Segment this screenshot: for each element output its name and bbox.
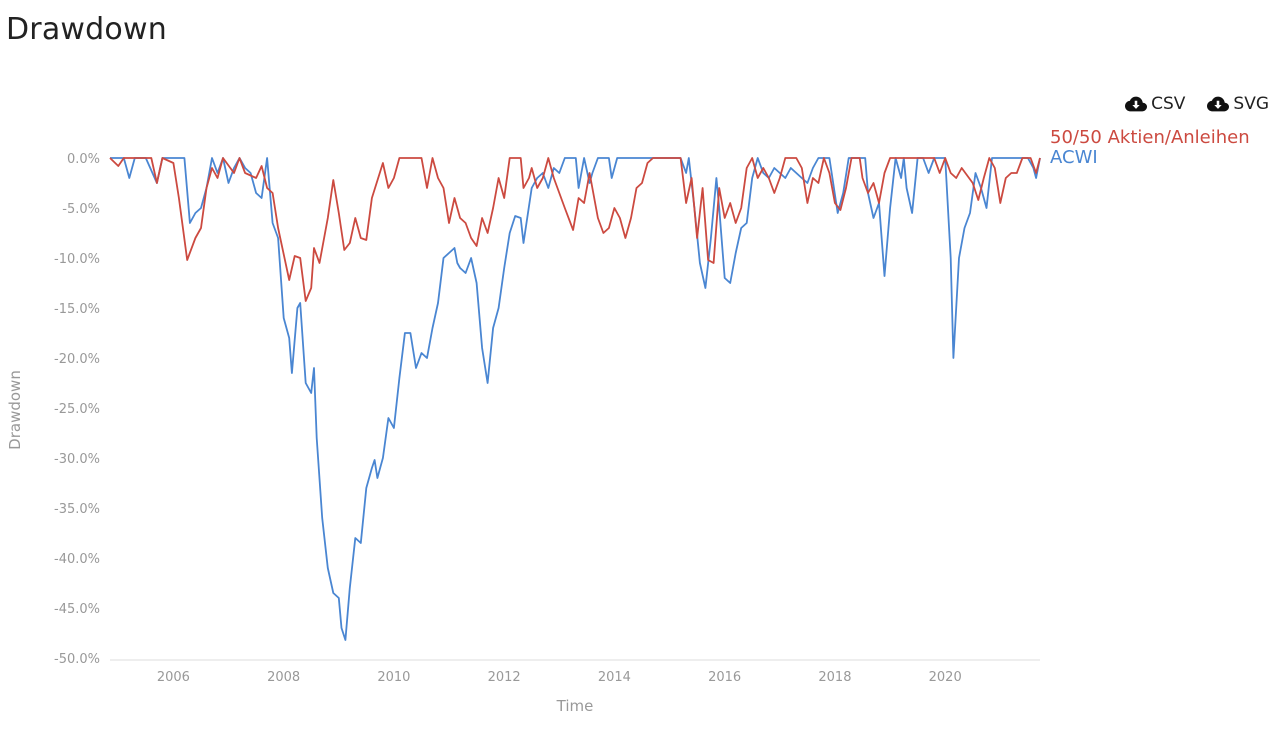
- x-tick-label: 2016: [708, 670, 741, 685]
- y-tick-label: -10.0%: [54, 252, 100, 267]
- y-tick-label: -25.0%: [54, 402, 100, 417]
- download-svg-button[interactable]: SVG: [1207, 94, 1269, 114]
- y-tick-label: -20.0%: [54, 352, 100, 367]
- download-csv-label: CSV: [1151, 94, 1186, 114]
- y-axis-title: Drawdown: [6, 370, 24, 450]
- x-tick-label: 2006: [157, 670, 190, 685]
- x-tick-label: 2014: [598, 670, 631, 685]
- cloud-download-icon: [1125, 96, 1148, 112]
- page-title: Drawdown: [6, 12, 167, 47]
- x-tick-label: 2008: [267, 670, 300, 685]
- y-tick-label: -40.0%: [54, 552, 100, 567]
- x-tick-label: 2010: [377, 670, 410, 685]
- download-svg-label: SVG: [1233, 94, 1269, 114]
- y-axis: 0.0% -5.0% -10.0% -15.0% -20.0% -25.0% -30.0% -…: [54, 152, 100, 667]
- x-tick-label: 2018: [818, 670, 851, 685]
- series-line-acwi: [110, 157, 1041, 641]
- y-tick-label: -35.0%: [54, 502, 100, 517]
- cloud-download-icon: [1207, 96, 1230, 112]
- y-tick-label: -5.0%: [62, 202, 100, 217]
- series-line-50-50-aktien-anleihen: [109, 157, 1041, 302]
- y-tick-label: -30.0%: [54, 452, 100, 467]
- y-tick-label: -50.0%: [54, 652, 100, 667]
- x-tick-label: 2012: [488, 670, 521, 685]
- legend-label: ACWI: [1050, 147, 1098, 168]
- y-tick-label: 0.0%: [67, 152, 100, 167]
- y-tick-label: -15.0%: [54, 302, 100, 317]
- x-axis-title: Time: [556, 697, 594, 715]
- download-toolbar: CSV SVG: [1125, 94, 1269, 114]
- y-tick-label: -45.0%: [54, 602, 100, 617]
- x-axis: 2006 2008 2010 2012 2014 2016 2018 2020: [157, 670, 962, 685]
- download-csv-button[interactable]: CSV: [1125, 94, 1185, 114]
- legend-label: 50/50 Aktien/Anleihen: [1050, 127, 1250, 148]
- x-tick-label: 2020: [929, 670, 962, 685]
- series-layer: [109, 157, 1041, 641]
